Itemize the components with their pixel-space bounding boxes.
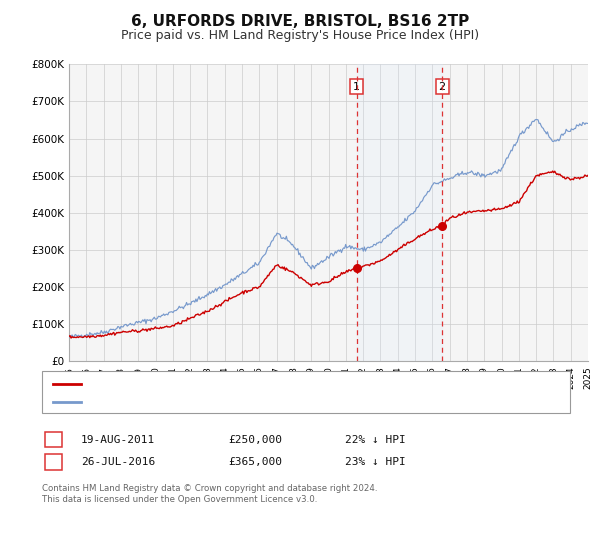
Text: Contains HM Land Registry data © Crown copyright and database right 2024.: Contains HM Land Registry data © Crown c…	[42, 484, 377, 493]
Text: 23% ↓ HPI: 23% ↓ HPI	[345, 457, 406, 467]
Text: 6, URFORDS DRIVE, BRISTOL, BS16 2TP: 6, URFORDS DRIVE, BRISTOL, BS16 2TP	[131, 14, 469, 29]
Text: 1: 1	[353, 82, 360, 92]
Text: 19-AUG-2011: 19-AUG-2011	[81, 435, 155, 445]
Bar	[356, 64, 442, 361]
Text: 6, URFORDS DRIVE, BRISTOL, BS16 2TP (detached house): 6, URFORDS DRIVE, BRISTOL, BS16 2TP (det…	[85, 379, 385, 389]
Text: £365,000: £365,000	[228, 457, 282, 467]
Text: 2: 2	[439, 82, 446, 92]
Text: HPI: Average price, detached house, City of Bristol: HPI: Average price, detached house, City…	[85, 396, 349, 407]
Text: 26-JUL-2016: 26-JUL-2016	[81, 457, 155, 467]
Text: 1: 1	[50, 435, 57, 445]
Text: 22% ↓ HPI: 22% ↓ HPI	[345, 435, 406, 445]
Text: Price paid vs. HM Land Registry's House Price Index (HPI): Price paid vs. HM Land Registry's House …	[121, 29, 479, 42]
Text: 2: 2	[50, 457, 57, 467]
Text: This data is licensed under the Open Government Licence v3.0.: This data is licensed under the Open Gov…	[42, 495, 317, 504]
Text: £250,000: £250,000	[228, 435, 282, 445]
